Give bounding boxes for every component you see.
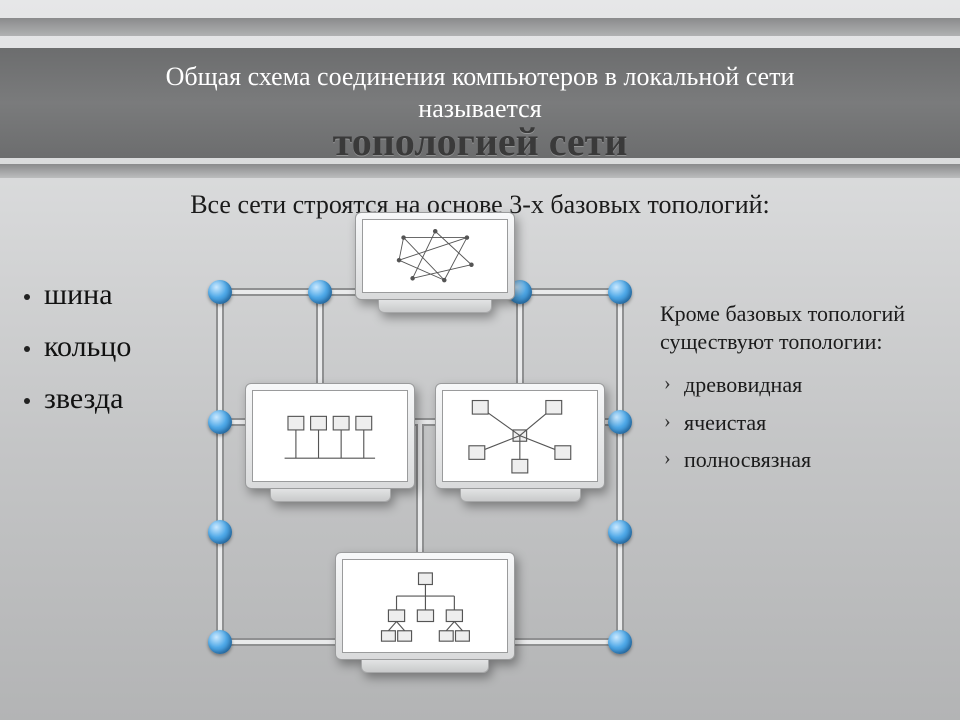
monitor-tree — [335, 552, 515, 673]
network-node-icon — [608, 410, 632, 434]
title-band: Общая схема соединения компьютеров в лок… — [0, 48, 960, 158]
network-node-icon — [608, 630, 632, 654]
list-item: ячеистая — [660, 409, 940, 437]
monitor-star — [435, 383, 605, 502]
network-node-icon — [608, 280, 632, 304]
right-intro: Кроме базовых топологий существуют топол… — [660, 300, 940, 355]
monitor-screen — [252, 390, 408, 482]
decor-band-top — [0, 18, 960, 36]
monitor-screen — [362, 219, 508, 293]
title-line-1: Общая схема соединения компьютеров в лок… — [0, 48, 960, 92]
network-node-icon — [308, 280, 332, 304]
monitor-mesh — [355, 212, 515, 313]
list-item: полносвязная — [660, 446, 940, 474]
left-topology-list: шина кольцо звезда — [20, 260, 131, 434]
monitor-screen — [442, 390, 598, 482]
monitor-bus — [245, 383, 415, 502]
network-node-icon — [608, 520, 632, 544]
network-diagram — [200, 232, 640, 682]
list-item: кольцо — [20, 330, 131, 364]
decor-band-under — [0, 164, 960, 178]
network-node-icon — [208, 520, 232, 544]
network-node-icon — [208, 410, 232, 434]
list-item: шина — [20, 278, 131, 312]
network-node-icon — [208, 280, 232, 304]
title-big: топологией сети — [0, 118, 960, 165]
monitor-screen — [342, 559, 508, 653]
network-node-icon — [208, 630, 232, 654]
list-item: звезда — [20, 382, 131, 416]
list-item: древовидная — [660, 371, 940, 399]
right-extra-topologies: Кроме базовых топологий существуют топол… — [660, 300, 940, 484]
slide: Общая схема соединения компьютеров в лок… — [0, 0, 960, 720]
